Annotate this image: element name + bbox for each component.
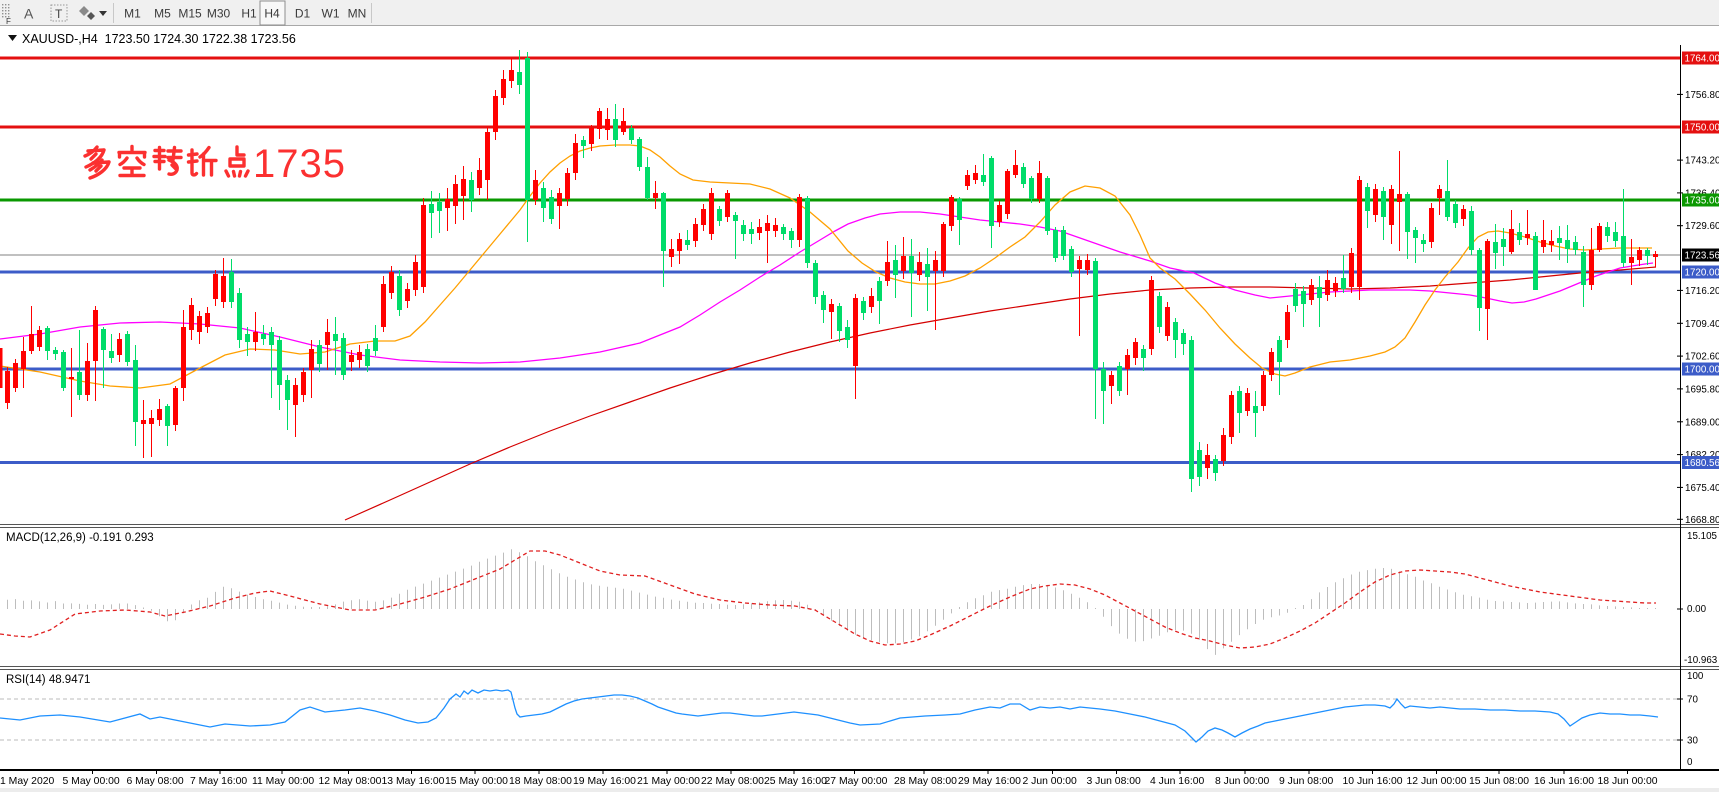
svg-text:22 May 08:00: 22 May 08:00: [701, 776, 764, 787]
svg-text:15.105: 15.105: [1687, 531, 1718, 542]
svg-text:1675.40: 1675.40: [1685, 483, 1719, 494]
svg-text:6 May 08:00: 6 May 08:00: [127, 776, 184, 787]
svg-text:100: 100: [1687, 671, 1704, 682]
svg-text:MACD(12,26,9) -0.191 0.293: MACD(12,26,9) -0.191 0.293: [6, 532, 154, 544]
svg-text:1716.20: 1716.20: [1685, 286, 1719, 297]
svg-text:0.00: 0.00: [1687, 604, 1707, 615]
svg-text:1682.20: 1682.20: [1685, 450, 1719, 461]
svg-text:15 May 00:00: 15 May 00:00: [445, 776, 508, 787]
svg-text:H1: H1: [241, 7, 257, 21]
svg-text:1729.60: 1729.60: [1685, 221, 1719, 232]
svg-text:1720.00: 1720.00: [1685, 268, 1719, 279]
svg-text:16 Jun 16:00: 16 Jun 16:00: [1534, 776, 1594, 787]
svg-text:1735.00: 1735.00: [1685, 196, 1719, 207]
svg-text:1735: 1735: [253, 142, 346, 186]
svg-text:19 May 16:00: 19 May 16:00: [573, 776, 636, 787]
svg-text:XAUUSD-,H4 1723.50 1724.30 17: XAUUSD-,H4 1723.50 1724.30 1722.38 1723.…: [22, 32, 296, 46]
svg-text:1723.56: 1723.56: [1685, 251, 1719, 262]
svg-text:12 May 08:00: 12 May 08:00: [319, 776, 382, 787]
svg-text:7 May 16:00: 7 May 16:00: [190, 776, 247, 787]
svg-text:T: T: [55, 7, 63, 21]
svg-text:25 May 16:00: 25 May 16:00: [764, 776, 827, 787]
svg-text:70: 70: [1687, 695, 1698, 706]
svg-text:28 May 08:00: 28 May 08:00: [894, 776, 957, 787]
svg-text:MN: MN: [348, 7, 367, 21]
svg-text:27 May 00:00: 27 May 00:00: [825, 776, 888, 787]
svg-text:18 May 08:00: 18 May 08:00: [509, 776, 572, 787]
svg-text:0: 0: [1687, 757, 1693, 768]
svg-text:M30: M30: [207, 7, 231, 21]
svg-text:18 Jun 00:00: 18 Jun 00:00: [1598, 776, 1658, 787]
svg-text:1702.60: 1702.60: [1685, 352, 1719, 363]
svg-text:1689.00: 1689.00: [1685, 417, 1719, 428]
svg-text:21 May 00:00: 21 May 00:00: [637, 776, 700, 787]
svg-text:1743.20: 1743.20: [1685, 156, 1719, 167]
svg-text:15 Jun 08:00: 15 Jun 08:00: [1469, 776, 1529, 787]
svg-text:1668.80: 1668.80: [1685, 515, 1719, 526]
svg-text:29 May 16:00: 29 May 16:00: [958, 776, 1021, 787]
svg-text:9 Jun 08:00: 9 Jun 08:00: [1279, 776, 1334, 787]
svg-text:4 Jun 16:00: 4 Jun 16:00: [1150, 776, 1205, 787]
svg-text:A: A: [24, 6, 34, 22]
svg-text:M15: M15: [178, 7, 202, 21]
svg-text:12 Jun 00:00: 12 Jun 00:00: [1407, 776, 1467, 787]
svg-text:1764.00: 1764.00: [1685, 54, 1719, 65]
svg-text:13 May 16:00: 13 May 16:00: [382, 776, 445, 787]
svg-text:1756.80: 1756.80: [1685, 90, 1719, 101]
svg-text:D1: D1: [295, 7, 311, 21]
svg-text:1750.00: 1750.00: [1685, 123, 1719, 134]
svg-text:1695.80: 1695.80: [1685, 384, 1719, 395]
svg-text:M5: M5: [154, 7, 171, 21]
svg-text:8 Jun 00:00: 8 Jun 00:00: [1215, 776, 1270, 787]
svg-text:-10.963: -10.963: [1684, 655, 1718, 666]
svg-text:F: F: [6, 17, 11, 26]
svg-text:1709.40: 1709.40: [1685, 319, 1719, 330]
svg-text:1 May 2020: 1 May 2020: [0, 776, 55, 787]
svg-text:RSI(14) 48.9471: RSI(14) 48.9471: [6, 674, 90, 686]
svg-text:3 Jun 08:00: 3 Jun 08:00: [1087, 776, 1142, 787]
svg-text:2 Jun 00:00: 2 Jun 00:00: [1023, 776, 1078, 787]
svg-text:W1: W1: [322, 7, 340, 21]
svg-text:30: 30: [1687, 736, 1698, 747]
svg-text:10 Jun 16:00: 10 Jun 16:00: [1343, 776, 1403, 787]
svg-text:5 May 00:00: 5 May 00:00: [63, 776, 120, 787]
svg-text:11 May 00:00: 11 May 00:00: [252, 776, 314, 787]
svg-text:1700.00: 1700.00: [1685, 365, 1719, 376]
svg-text:M1: M1: [124, 7, 141, 21]
svg-text:1680.56: 1680.56: [1685, 458, 1719, 469]
svg-text:H4: H4: [264, 7, 280, 21]
